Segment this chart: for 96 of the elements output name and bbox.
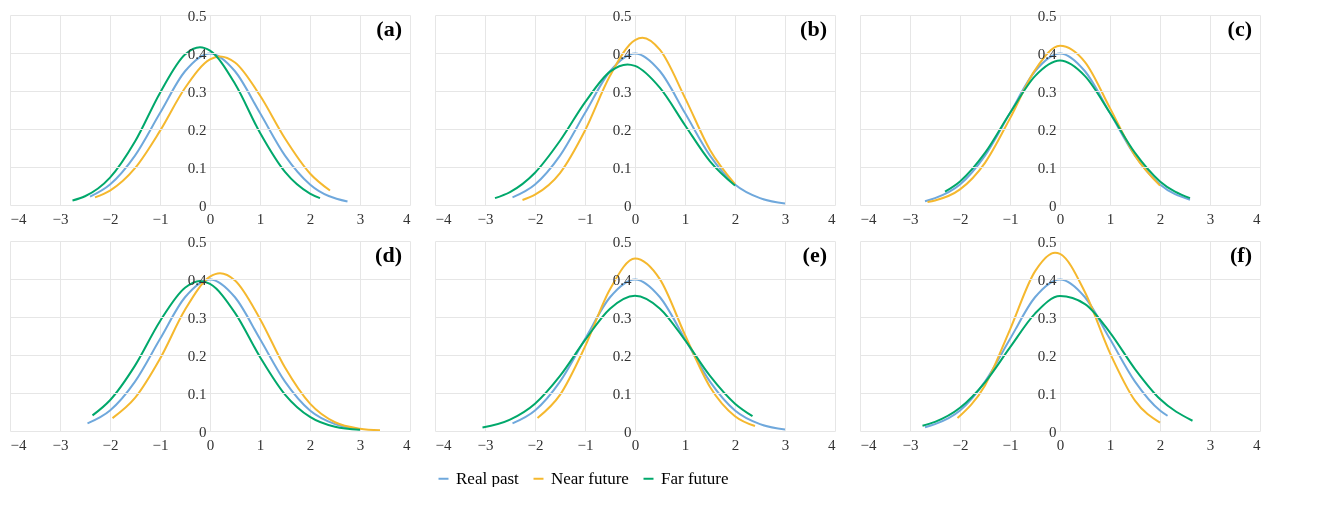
y-tick-label: 0.5 <box>187 7 207 24</box>
y-tick-label: 0 <box>624 197 632 214</box>
x-tick-label: −4 <box>10 210 27 227</box>
x-tick-label: 3 <box>356 436 365 453</box>
y-tick-label: 0.5 <box>612 7 632 24</box>
legend-label: Far future <box>661 468 729 488</box>
annotation: (a) <box>376 16 402 41</box>
y-tick-label: 0.3 <box>187 309 207 326</box>
x-tick-label: 4 <box>828 210 836 227</box>
x-tick-label: 1 <box>681 210 690 227</box>
y-tick-label: 0 <box>199 197 207 214</box>
y-tick-label: 0.2 <box>612 347 632 364</box>
y-tick-label: 0.5 <box>187 233 207 250</box>
x-tick-label: 1 <box>256 210 265 227</box>
x-tick-label: −4 <box>435 436 452 453</box>
x-tick-label: 2 <box>731 210 740 227</box>
x-tick-label: 4 <box>403 436 411 453</box>
x-tick-label: −1 <box>1002 436 1019 453</box>
x-tick-label: −4 <box>860 210 877 227</box>
y-tick-label: 0 <box>1049 197 1057 214</box>
x-tick-label: 4 <box>828 436 836 453</box>
x-tick-label: −4 <box>860 436 877 453</box>
x-tick-label: 2 <box>1156 436 1165 453</box>
x-tick-label: −2 <box>102 210 119 227</box>
x-tick-label: −2 <box>952 210 969 227</box>
legend-label: Real past <box>456 468 520 488</box>
annotation: (d) <box>375 242 402 267</box>
x-tick-label: 3 <box>356 210 365 227</box>
x-tick-label: 1 <box>681 436 690 453</box>
x-tick-label: −3 <box>902 436 919 453</box>
x-tick-label: 1 <box>1106 210 1115 227</box>
y-tick-label: 0.3 <box>187 83 207 100</box>
x-tick-label: 2 <box>1156 210 1165 227</box>
annotation: (b) <box>800 16 827 41</box>
x-tick-label: 2 <box>306 210 315 227</box>
x-tick-label: 4 <box>1253 436 1261 453</box>
y-tick-label: 0.3 <box>1037 309 1057 326</box>
x-tick-label: −3 <box>477 436 494 453</box>
x-tick-label: 4 <box>1253 210 1261 227</box>
line-series <box>926 44 1161 203</box>
x-tick-label: 1 <box>256 436 265 453</box>
x-tick-label: −1 <box>152 210 169 227</box>
x-tick-label: 3 <box>781 436 790 453</box>
y-tick-label: 0.1 <box>612 159 632 176</box>
y-tick-label: 0.1 <box>187 385 207 402</box>
y-tick-label: 0.2 <box>1037 121 1057 138</box>
annotation: (f) <box>1230 242 1252 267</box>
x-tick-label: 4 <box>403 210 411 227</box>
y-tick-label: 0.5 <box>612 233 632 250</box>
x-tick-label: −3 <box>477 210 494 227</box>
x-tick-label: 2 <box>731 436 740 453</box>
x-tick-label: −4 <box>10 436 27 453</box>
x-tick-label: 3 <box>781 210 790 227</box>
y-tick-label: 0.1 <box>187 159 207 176</box>
y-tick-label: 0.3 <box>612 309 632 326</box>
line-series <box>956 251 1161 424</box>
x-tick-label: −2 <box>527 210 544 227</box>
x-tick-label: −3 <box>52 436 69 453</box>
x-tick-label: 3 <box>1206 436 1215 453</box>
x-tick-label: −2 <box>102 436 119 453</box>
annotation: (e) <box>802 242 827 267</box>
y-tick-label: 0.2 <box>187 347 207 364</box>
y-tick-label: 0.2 <box>1037 347 1057 364</box>
x-tick-label: −1 <box>577 210 594 227</box>
y-tick-label: 0.5 <box>1037 7 1057 24</box>
y-tick-label: 0.2 <box>612 121 632 138</box>
line-series <box>481 294 754 429</box>
y-tick-label: 0.2 <box>187 121 207 138</box>
y-tick-label: 0 <box>624 423 632 440</box>
annotation: (c) <box>1227 16 1252 41</box>
y-tick-label: 0.5 <box>1037 233 1057 250</box>
x-tick-label: −1 <box>1002 210 1019 227</box>
x-tick-label: −3 <box>52 210 69 227</box>
line-series <box>921 295 1194 427</box>
line-series <box>521 36 736 202</box>
y-tick-label: 0.3 <box>612 83 632 100</box>
x-tick-label: 2 <box>306 436 315 453</box>
line-series <box>71 46 321 202</box>
x-tick-label: −3 <box>902 210 919 227</box>
x-tick-label: −2 <box>527 436 544 453</box>
y-tick-label: 0 <box>1049 423 1057 440</box>
legend-label: Near future <box>551 468 629 488</box>
y-tick-label: 0.3 <box>1037 83 1057 100</box>
x-tick-label: −2 <box>952 436 969 453</box>
x-tick-label: 3 <box>1206 210 1215 227</box>
x-tick-label: −4 <box>435 210 452 227</box>
x-tick-label: −1 <box>577 436 594 453</box>
y-tick-label: 0.1 <box>1037 159 1057 176</box>
y-tick-label: 0.1 <box>1037 385 1057 402</box>
line-series <box>494 63 736 200</box>
x-tick-label: 1 <box>1106 436 1115 453</box>
x-tick-label: −1 <box>152 436 169 453</box>
line-series <box>536 257 756 428</box>
y-tick-label: 0 <box>199 423 207 440</box>
y-tick-label: 0.1 <box>612 385 632 402</box>
y-tick-label: 0.4 <box>1037 271 1057 288</box>
